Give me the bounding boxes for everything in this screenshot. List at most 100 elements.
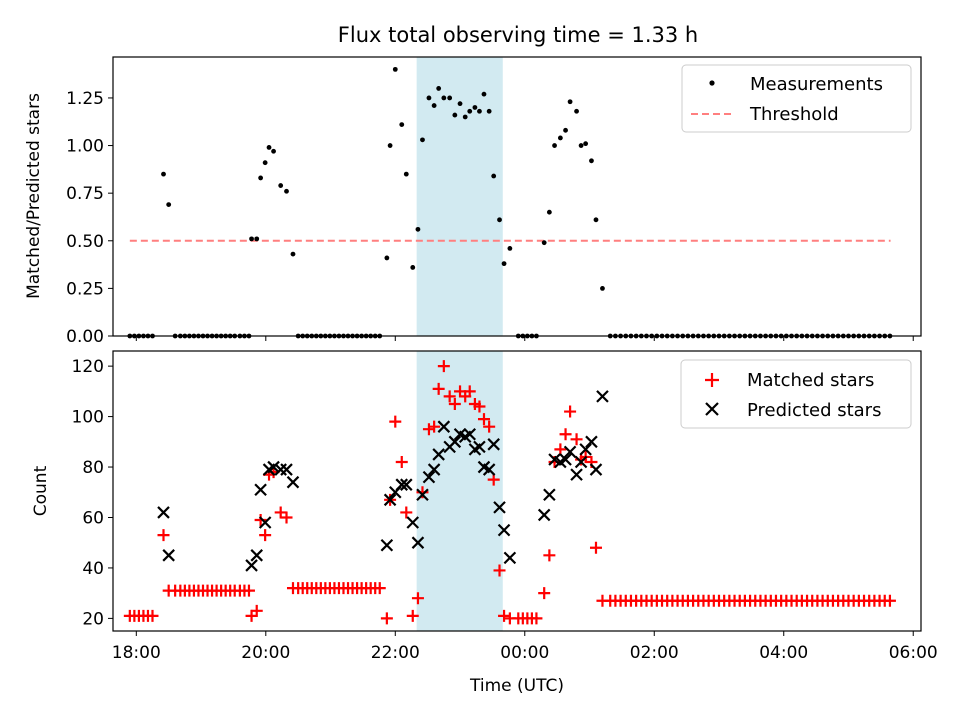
- measurement-point: [161, 171, 166, 177]
- measurement-point: [258, 175, 264, 181]
- matched-star-point: [477, 413, 490, 426]
- predicted-star-point: [596, 390, 609, 403]
- measurement-point: [266, 145, 272, 150]
- matched-star-point: [254, 514, 267, 527]
- measurement-point: [403, 171, 409, 177]
- predicted-star-point: [585, 435, 598, 449]
- predicted-star-point: [589, 463, 603, 476]
- y-tick-label: 60: [82, 508, 104, 528]
- top-legend: Measurements Threshold: [681, 64, 912, 133]
- predicted-star-point: [267, 460, 280, 474]
- predicted-star-point: [574, 455, 588, 469]
- predicted-star-point: [383, 493, 397, 507]
- predicted-star-point: [482, 463, 496, 476]
- predicted-star-point: [245, 559, 258, 572]
- measurement-point: [278, 183, 284, 188]
- predicted-star-point: [537, 508, 551, 522]
- y-tick-label: 0.50: [66, 232, 104, 252]
- measurement-point: [415, 226, 421, 232]
- top-axes-frame: [112, 56, 922, 337]
- measurement-point: [284, 188, 289, 194]
- bottom-legend-box: [680, 359, 912, 429]
- measurement-point: [472, 105, 478, 110]
- matched-star-point: [280, 511, 293, 524]
- predicted-star-point: [162, 549, 175, 562]
- y-tick-label: 40: [82, 559, 104, 579]
- measurement-point: [552, 143, 557, 148]
- measurement-point: [431, 103, 437, 108]
- predicted-star-point: [487, 438, 500, 451]
- measurement-point: [541, 240, 547, 246]
- matched-star-point: [559, 428, 572, 441]
- matched-star-point: [432, 382, 445, 395]
- measurement-point: [452, 112, 458, 118]
- figure-title: Flux total observing time = 1.33 h: [338, 23, 698, 47]
- predicted-star-point: [411, 536, 425, 549]
- measurement-point: [497, 217, 502, 223]
- bottom-legend: Matched stars Predicted stars: [680, 359, 912, 429]
- predicted-star-point: [416, 488, 429, 502]
- measurement-point: [477, 108, 482, 114]
- predicted-star-point: [395, 478, 409, 491]
- predicted-star-point: [579, 443, 592, 456]
- matched-star-point: [463, 385, 476, 398]
- predicted-star-point: [400, 478, 413, 491]
- matched-star-point: [493, 564, 506, 577]
- measurement-point: [271, 148, 276, 154]
- matched-star-point: [554, 443, 567, 456]
- matched-star-point: [157, 529, 170, 542]
- legend-predicted-marker: [705, 402, 719, 416]
- predicted-star-point: [563, 445, 577, 459]
- bottom-ticks: 18:00 20:00 22:00 00:00 02:00 04:00 06:00 20 40 6…: [72, 357, 938, 663]
- matched-star-point: [422, 423, 435, 436]
- measurement-point: [563, 127, 568, 133]
- measurement-point: [481, 91, 487, 97]
- legend-matched-marker: [705, 373, 719, 387]
- legend-matched-label: Matched stars: [747, 370, 874, 391]
- bottom-observing-span: [416, 351, 503, 631]
- measurement-point: [384, 255, 390, 261]
- legend-threshold-label: Threshold: [749, 104, 839, 125]
- measurement-point: [392, 66, 398, 72]
- matched-star-point: [498, 609, 511, 622]
- x-tick-label: 18:00: [112, 643, 161, 663]
- measurement-point: [249, 236, 254, 242]
- matched-star-point: [406, 609, 419, 622]
- measurement-point: [290, 251, 296, 257]
- top-ticks: 0.00 0.25 0.50 0.75 1.00 1.25: [66, 89, 914, 347]
- measurement-point: [457, 101, 463, 107]
- predicted-star-point: [427, 463, 441, 476]
- matched-star-point: [400, 506, 413, 519]
- matched-star-point: [487, 473, 500, 486]
- x-tick-label: 22:00: [371, 643, 420, 663]
- bottom-axes-frame: [112, 350, 922, 632]
- measurement-point: [420, 137, 425, 143]
- matched-star-point: [448, 397, 461, 410]
- measurement-point: [491, 173, 497, 179]
- measurement-point: [410, 265, 416, 270]
- matched-star-point: [437, 360, 450, 373]
- matched-star-point: [564, 405, 577, 418]
- x-tick-label: 06:00: [889, 643, 938, 663]
- y-tick-label: 1.25: [66, 89, 104, 109]
- predicted-star-point: [497, 523, 511, 537]
- top-y-axis-label: Matched/Predicted stars: [24, 93, 44, 299]
- measurement-point: [441, 95, 447, 101]
- predicted-star-point: [559, 453, 572, 466]
- matched-star-point: [146, 609, 159, 622]
- measurement-point: [546, 209, 552, 215]
- predicted-star-point: [570, 468, 583, 481]
- legend-measurements-marker: [709, 80, 715, 86]
- measurement-point: [447, 95, 453, 101]
- matched-star-point: [242, 584, 255, 597]
- predicted-star-point: [437, 420, 451, 433]
- predicted-star-point: [406, 516, 420, 529]
- top-axes: 0.00 0.25 0.50 0.75 1.00 1.25 Matched/Predict…: [24, 56, 922, 347]
- predicted-star-point: [254, 483, 267, 497]
- y-tick-label: 100: [72, 408, 104, 428]
- y-tick-label: 120: [72, 357, 104, 377]
- measurement-point: [501, 261, 507, 267]
- matched-star-point: [473, 400, 486, 413]
- predicted-star-point: [422, 470, 436, 484]
